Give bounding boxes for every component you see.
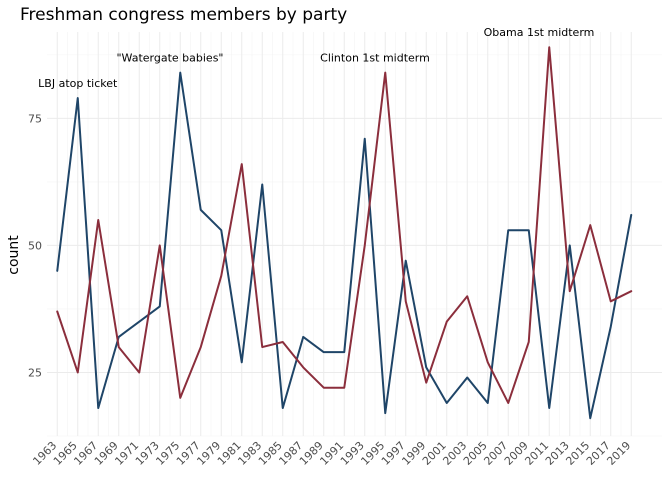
- annotations: LBJ atop ticket "Watergate babies" Clinton…: [38, 26, 594, 90]
- y-axis-label: count: [6, 235, 22, 275]
- annotation-label: Obama 1st midterm: [484, 26, 595, 39]
- y-tick-label: 25: [28, 366, 42, 379]
- y-axis-ticks: 25 50 75: [28, 112, 42, 379]
- series-line-1: [56, 71, 633, 420]
- x-tick-label: 2019: [604, 439, 633, 468]
- series-lines: [56, 46, 633, 420]
- y-tick-label: 75: [28, 112, 42, 125]
- series-line-2: [56, 46, 633, 404]
- chart-title: Freshman congress members by party: [20, 5, 347, 25]
- y-tick-label: 50: [28, 239, 42, 252]
- annotation-label: Clinton 1st midterm: [320, 51, 430, 64]
- x-axis-ticks: 1963196519671969197119731975197719791981…: [30, 439, 633, 468]
- annotation-label: LBJ atop ticket: [38, 77, 118, 90]
- minor-gridlines: [47, 32, 662, 437]
- annotation-label: "Watergate babies": [116, 51, 223, 64]
